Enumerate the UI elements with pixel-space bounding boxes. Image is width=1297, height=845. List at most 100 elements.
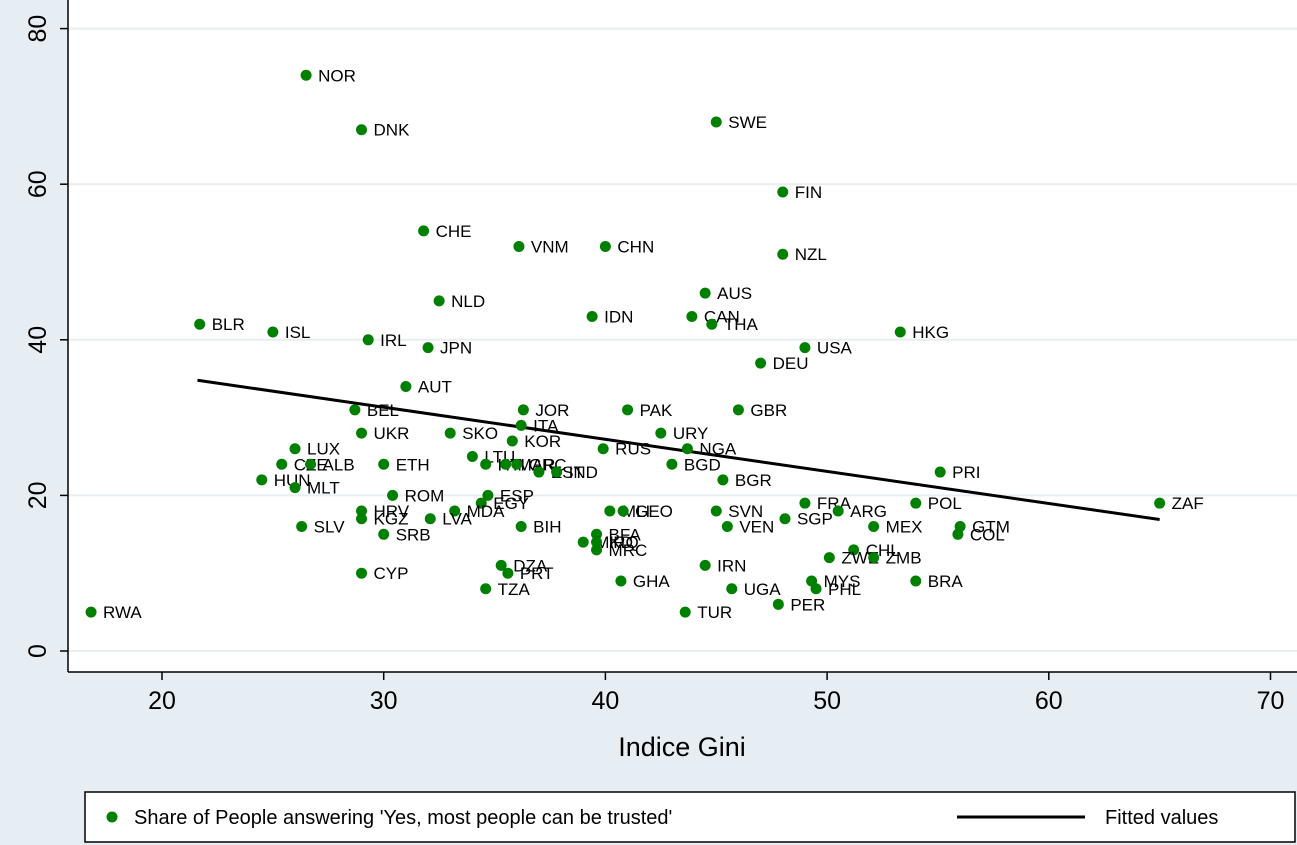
point-label: KOR	[524, 432, 561, 451]
data-point	[1154, 497, 1166, 509]
data-point	[772, 598, 784, 610]
point-label: SLV	[314, 518, 346, 537]
data-point	[868, 521, 880, 533]
data-point	[356, 124, 368, 136]
data-point	[289, 443, 301, 455]
point-label: NGA	[699, 440, 737, 459]
data-point	[300, 69, 312, 81]
point-label: MKD	[595, 533, 633, 552]
data-point	[422, 342, 434, 354]
y-tick-label: 40	[24, 326, 52, 354]
point-label: NOR	[318, 66, 356, 85]
data-point	[868, 552, 880, 564]
x-tick-label: 40	[591, 687, 619, 715]
point-label: COL	[970, 525, 1005, 544]
legend-box	[84, 791, 1296, 843]
point-label: FIN	[795, 183, 822, 202]
data-point	[400, 380, 412, 392]
point-label: BRA	[928, 572, 964, 591]
x-axis-title: Indice Gini	[618, 732, 746, 762]
point-label: MRC	[609, 541, 648, 560]
data-point	[779, 513, 791, 525]
y-tick-label: 0	[24, 644, 52, 658]
point-label: IDN	[604, 307, 633, 326]
point-label: GEO	[635, 502, 673, 521]
plot-area	[68, 0, 1297, 672]
point-label: PRT	[520, 564, 554, 583]
x-tick-label: 50	[813, 687, 841, 715]
point-label: NLD	[451, 292, 485, 311]
data-point	[515, 521, 527, 533]
data-point	[194, 318, 206, 330]
data-point	[726, 583, 738, 595]
point-label: UGA	[744, 580, 782, 599]
data-point	[356, 567, 368, 579]
point-label: SWE	[728, 113, 767, 132]
data-point	[699, 559, 711, 571]
point-label: KGZ	[374, 510, 409, 529]
point-label: CHE	[436, 222, 472, 241]
point-label: USA	[817, 339, 853, 358]
point-label: IND	[569, 463, 598, 482]
point-label: CYP	[374, 564, 409, 583]
point-label: URY	[673, 424, 709, 443]
data-point	[378, 458, 390, 470]
data-point	[777, 248, 789, 260]
point-label: ARG	[850, 502, 887, 521]
point-label: DNK	[374, 121, 411, 140]
x-tick-label: 60	[1035, 687, 1063, 715]
data-point	[551, 466, 563, 478]
point-label: THA	[724, 315, 759, 334]
point-label: MYS	[824, 572, 861, 591]
point-label: BGR	[735, 471, 772, 490]
data-point	[604, 505, 616, 517]
data-point	[910, 497, 922, 509]
data-point	[466, 451, 478, 462]
data-point	[679, 606, 691, 618]
data-point	[533, 466, 545, 478]
data-point	[666, 458, 678, 470]
data-point	[591, 528, 603, 540]
legend-label-fitted: Fitted values	[1105, 807, 1218, 829]
data-point	[267, 326, 279, 338]
data-point	[515, 419, 527, 431]
x-tick-label: 70	[1257, 687, 1285, 715]
data-point	[502, 567, 514, 579]
point-label: BFA	[609, 525, 642, 544]
point-label: AUT	[418, 377, 452, 396]
point-label: IRN	[717, 556, 746, 575]
point-label: GHA	[633, 572, 671, 591]
data-point	[717, 474, 729, 486]
data-point	[480, 583, 492, 595]
data-point	[617, 505, 629, 517]
point-label: UKR	[374, 424, 410, 443]
data-point	[256, 474, 268, 486]
point-label: TZA	[498, 580, 531, 599]
data-point	[449, 505, 461, 517]
point-label: HKG	[912, 323, 949, 342]
data-point	[433, 295, 445, 307]
point-label: ZMB	[886, 549, 922, 568]
data-point	[710, 505, 722, 517]
data-point	[305, 458, 317, 470]
point-label: NZL	[795, 245, 827, 264]
x-tick-label: 20	[148, 687, 176, 715]
point-label: SGP	[797, 510, 833, 529]
data-point	[699, 287, 711, 299]
point-label: BEL	[367, 401, 399, 420]
y-tick-label: 20	[24, 481, 52, 509]
data-point	[655, 427, 667, 439]
data-point	[506, 435, 518, 447]
data-point	[706, 318, 718, 330]
point-label: VEN	[739, 518, 774, 537]
data-point	[597, 443, 609, 455]
point-label: ALB	[323, 455, 355, 474]
data-point	[387, 489, 399, 501]
data-point	[276, 458, 288, 470]
point-label: IRQ	[609, 533, 639, 552]
data-point	[755, 357, 767, 369]
point-label: MAR	[518, 455, 556, 474]
point-label: PHL	[828, 580, 861, 599]
point-label: HUN	[274, 471, 311, 490]
